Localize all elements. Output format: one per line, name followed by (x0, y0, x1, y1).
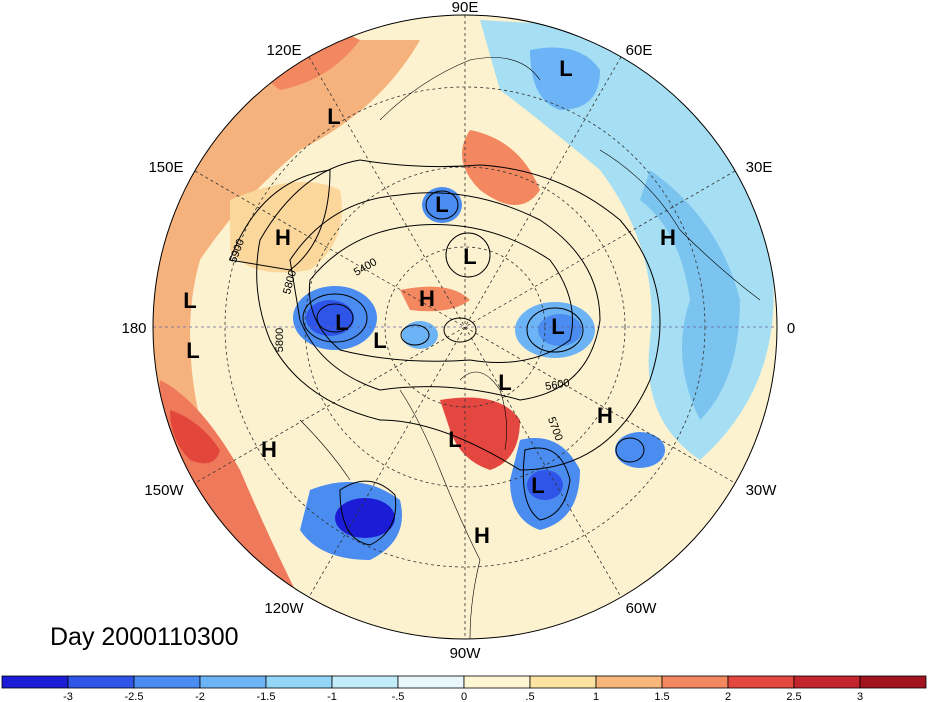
colorbar-tick-label: -1.5 (257, 691, 276, 702)
colorbar-swatch (661, 675, 729, 689)
colorbar-tick-label: -1 (327, 691, 337, 702)
coastlines (299, 57, 761, 639)
colorbar-swatch (265, 675, 333, 689)
graticule (153, 15, 777, 639)
lon-label-150w: 150W (144, 482, 184, 499)
plot-title: Day 2000110300 (50, 623, 239, 651)
lon-label-150e: 150E (148, 159, 183, 176)
pressure-system-labels: L L L L L L L L L L L L H H H H H H (183, 56, 676, 548)
colorbar-tick-label: 1 (593, 691, 599, 702)
high-label: H (660, 225, 676, 250)
low-label: L (463, 244, 476, 269)
colorbar-tick-label: -.5 (392, 691, 405, 702)
colorbar-tick-label: 3 (857, 691, 863, 702)
colorbar-swatch (397, 675, 465, 689)
colorbar-tick-label: 0 (461, 691, 467, 702)
low-label: L (531, 473, 544, 498)
colorbar-swatch (199, 675, 267, 689)
contour-label: 5800 (274, 328, 286, 352)
colorbar-swatch (133, 675, 201, 689)
colorbar-swatch (529, 675, 597, 689)
lon-label-120w: 120W (264, 600, 304, 617)
colorbar-tick-label: 1.5 (654, 691, 669, 702)
colorbar-swatch (331, 675, 399, 689)
colorbar-tick-label: 2.5 (786, 691, 801, 702)
high-label: H (419, 286, 435, 311)
lon-label-60w: 60W (626, 600, 658, 617)
colorbar-swatch (67, 675, 135, 689)
high-label: H (275, 225, 291, 250)
map-border (152, 14, 778, 640)
colorbar-swatch (727, 675, 795, 689)
lon-label-180: 180 (121, 320, 146, 337)
high-label: H (261, 437, 277, 462)
lon-label-30e: 30E (746, 159, 773, 176)
colorbar-swatch (1, 675, 69, 689)
low-label: L (559, 56, 572, 81)
lon-label-30w: 30W (746, 482, 778, 499)
contour-lines (229, 159, 661, 546)
low-label: L (551, 314, 564, 339)
colorbar-swatch (859, 675, 927, 689)
low-label: L (186, 338, 199, 363)
lon-label-90e: 90E (452, 0, 479, 16)
low-label: L (183, 288, 196, 313)
colorbar-tick-label: -3 (63, 691, 73, 702)
colorbar-tick-label: 2 (725, 691, 731, 702)
colorbar: -3 -2.5 -2 -1.5 -1 -.5 0 .5 1 1.5 2 2.5 3 (1, 675, 927, 702)
colorbar-swatch (793, 675, 861, 689)
lon-label-120e: 120E (266, 42, 301, 59)
low-label: L (373, 328, 386, 353)
lon-label-90w: 90W (450, 645, 482, 662)
colorbar-tick-label: .5 (525, 691, 534, 702)
colorbar-swatch (595, 675, 663, 689)
high-label: H (474, 523, 490, 548)
colorbar-tick-label: -2 (195, 691, 205, 702)
low-label: L (448, 427, 461, 452)
lon-label-60e: 60E (626, 42, 653, 59)
colorbar-tick-label: -2.5 (125, 691, 144, 702)
low-label: L (498, 370, 511, 395)
colorbar-swatch (463, 675, 531, 689)
lon-label-0: 0 (787, 320, 795, 337)
low-label: L (435, 192, 448, 217)
contour-label: 5600 (544, 377, 570, 393)
longitude-labels: 90E 120E 60E 150E 30E 180 0 150W 30W 120… (121, 0, 795, 662)
low-label: L (335, 310, 348, 335)
low-label: L (327, 104, 340, 129)
high-label: H (597, 403, 613, 428)
